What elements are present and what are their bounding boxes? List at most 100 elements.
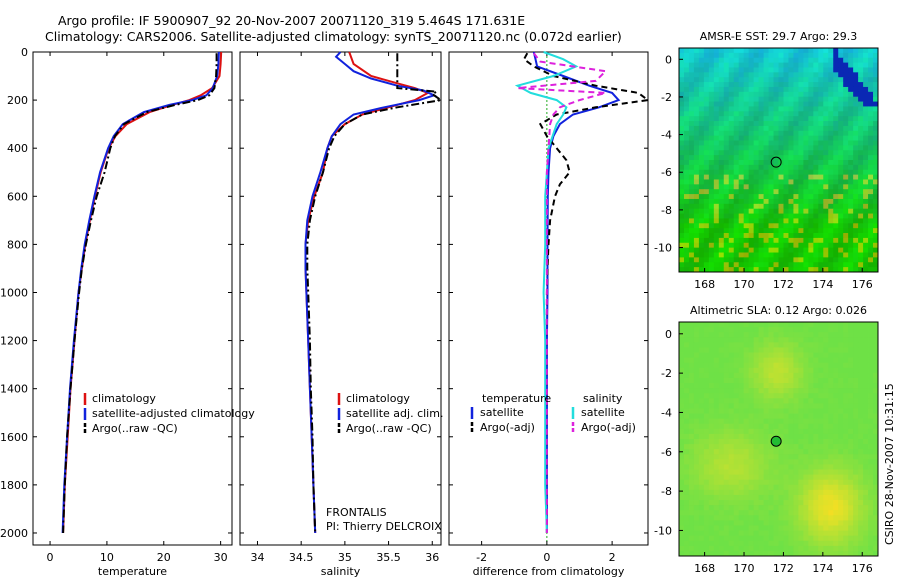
map-cell <box>868 418 874 425</box>
map-cell <box>713 164 720 171</box>
map-cell <box>843 403 849 409</box>
map-cell <box>768 169 774 176</box>
map-cell <box>873 357 879 364</box>
map-cell <box>848 347 854 353</box>
map-cell <box>858 398 864 404</box>
map-cell <box>693 184 700 190</box>
map-cell <box>723 96 730 102</box>
map-cell <box>683 413 690 420</box>
map-cell <box>803 469 809 476</box>
map-cell <box>773 145 779 151</box>
map-cell <box>723 362 730 369</box>
map-cell <box>698 489 705 496</box>
map-cell <box>733 262 740 268</box>
map-cell <box>848 237 854 244</box>
map-cell <box>733 203 740 210</box>
map-cell <box>863 189 869 195</box>
map-cell <box>808 213 814 219</box>
map-cell <box>873 164 879 171</box>
map-cell <box>793 101 799 107</box>
map-cell <box>803 393 809 399</box>
map-cell <box>738 423 745 430</box>
map-cell <box>793 77 799 83</box>
map-cell <box>788 479 794 486</box>
map-cell <box>793 213 799 219</box>
map-cell <box>748 135 755 141</box>
map-cell <box>698 233 705 239</box>
map-cell <box>868 550 874 557</box>
map-cell <box>758 377 764 384</box>
map-cell <box>788 535 794 542</box>
map-cell <box>803 145 809 151</box>
map-cell <box>823 106 829 112</box>
map-cell <box>758 520 764 526</box>
map-cell <box>713 398 720 404</box>
map-cell <box>723 494 730 501</box>
map-cell <box>688 52 695 59</box>
map-cell <box>688 252 695 258</box>
map-cell <box>753 423 760 430</box>
map-cell <box>843 515 849 521</box>
map-cell <box>768 228 774 234</box>
map-cell <box>808 357 814 364</box>
map-cell <box>708 377 715 384</box>
map-cell <box>838 48 844 54</box>
map-cell <box>853 500 859 506</box>
map-cell <box>698 262 705 268</box>
map-cell <box>778 337 784 343</box>
map-cell <box>868 428 874 435</box>
map-cell <box>708 398 715 404</box>
map-cell <box>703 77 710 83</box>
map-cell <box>679 515 685 521</box>
map-cell <box>718 91 725 98</box>
map-cell <box>783 135 789 141</box>
map-cell <box>748 257 755 263</box>
map-cell <box>728 82 735 88</box>
map-cell <box>763 474 769 481</box>
map-cell <box>688 535 695 542</box>
map-cell <box>718 337 725 343</box>
map-cell <box>858 530 864 537</box>
map-cell <box>763 233 769 239</box>
map-cell <box>718 72 725 78</box>
map-cell <box>763 184 769 190</box>
map-cell <box>703 140 710 146</box>
map-cell <box>698 164 705 171</box>
map-cell <box>838 454 844 460</box>
map-cell <box>828 194 834 200</box>
map-cell <box>738 474 745 481</box>
map-cell <box>679 550 685 557</box>
map-cell <box>813 111 819 117</box>
map-cell <box>733 408 740 414</box>
map-cell <box>833 515 839 521</box>
map-cell <box>723 189 730 195</box>
map-cell <box>738 86 745 93</box>
map-cell <box>813 121 819 127</box>
map-cell <box>763 530 769 537</box>
map-cell <box>718 160 725 166</box>
map-cell <box>778 525 784 531</box>
map-cell <box>818 530 824 537</box>
map-cell <box>723 322 730 328</box>
map-cell <box>703 505 710 511</box>
map-cell <box>793 510 799 516</box>
map-cell <box>833 213 839 219</box>
map-cell <box>853 125 859 132</box>
map-cell <box>758 423 764 430</box>
map-cell <box>773 540 779 547</box>
map-cell <box>713 494 720 501</box>
map-cell <box>748 433 755 440</box>
map-cell <box>823 247 829 253</box>
map-cell <box>873 106 879 112</box>
map-cell <box>868 464 874 470</box>
map-cell <box>753 469 760 476</box>
map-cell <box>853 459 859 465</box>
map-cell <box>783 469 789 476</box>
map-cell <box>798 160 804 166</box>
map-cell <box>738 545 745 552</box>
map-cell <box>868 398 874 404</box>
map-cell <box>738 510 745 516</box>
map-cell <box>758 67 764 73</box>
map-cell <box>773 150 779 156</box>
map-cell <box>753 347 760 353</box>
